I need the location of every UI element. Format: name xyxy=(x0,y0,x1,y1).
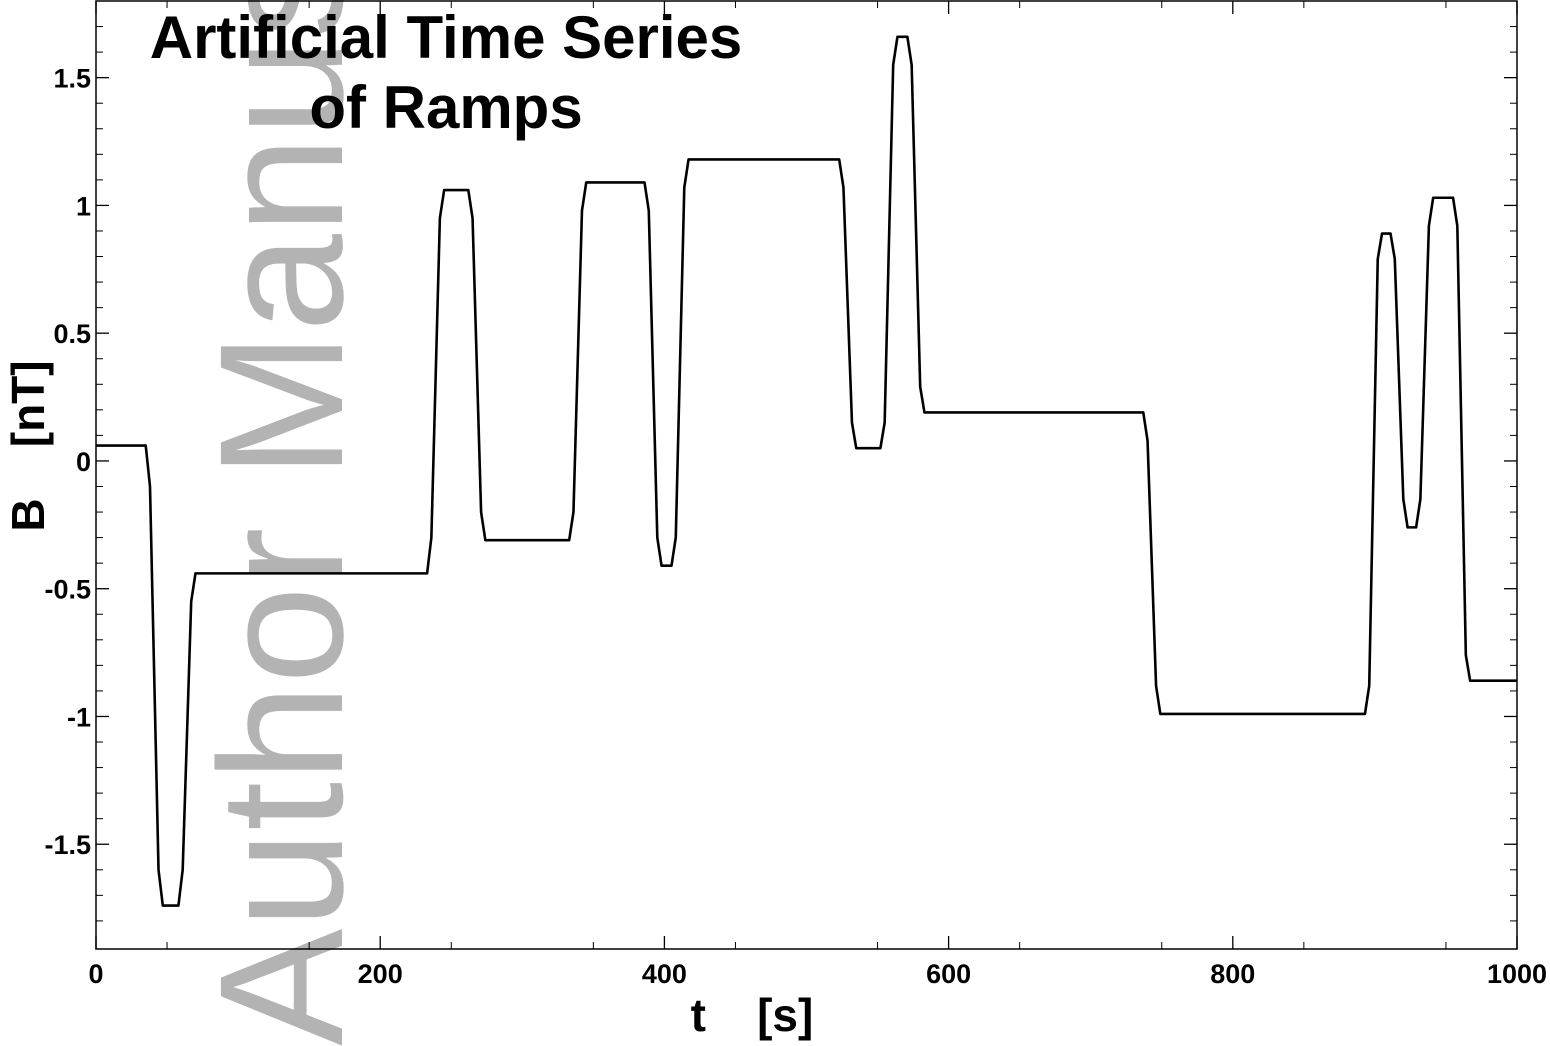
chart-title-line-2: of Ramps xyxy=(309,74,582,141)
y-axis-label: B [nT] xyxy=(2,360,54,531)
x-tick-label: 800 xyxy=(1210,959,1255,989)
chart-title-line-1: Artificial Time Series xyxy=(150,4,743,71)
x-tick-label: 400 xyxy=(642,959,687,989)
x-tick-label: 0 xyxy=(88,959,103,989)
x-tick-label: 600 xyxy=(926,959,971,989)
y-tick-label: 0.5 xyxy=(53,319,91,349)
y-tick-label: 1 xyxy=(76,191,91,221)
plot-area-frame xyxy=(95,0,1518,950)
x-tick-label: 1000 xyxy=(1487,959,1547,989)
y-tick-label: 0 xyxy=(76,447,91,477)
series-layer xyxy=(96,35,1517,907)
y-tick-label: 1.5 xyxy=(53,64,91,94)
y-tick-label: -1 xyxy=(67,702,91,732)
watermark-layer: Author Manuscript xyxy=(184,0,380,1046)
x-axis-label: t [s] xyxy=(691,989,814,1041)
chart-title: Artificial Time Series of Ramps xyxy=(150,4,743,141)
axis-ticks: 0 200 400 600 800 1000 -1.5 -1 -0.5 0 0.5 1 1.5 xyxy=(44,1,1547,989)
series-line-0 xyxy=(96,35,1517,907)
y-tick-label: -1.5 xyxy=(44,830,91,860)
x-tick-label: 200 xyxy=(358,959,403,989)
y-tick-label: -0.5 xyxy=(44,575,91,605)
author-manuscript-watermark: Author Manuscript xyxy=(184,0,380,1046)
